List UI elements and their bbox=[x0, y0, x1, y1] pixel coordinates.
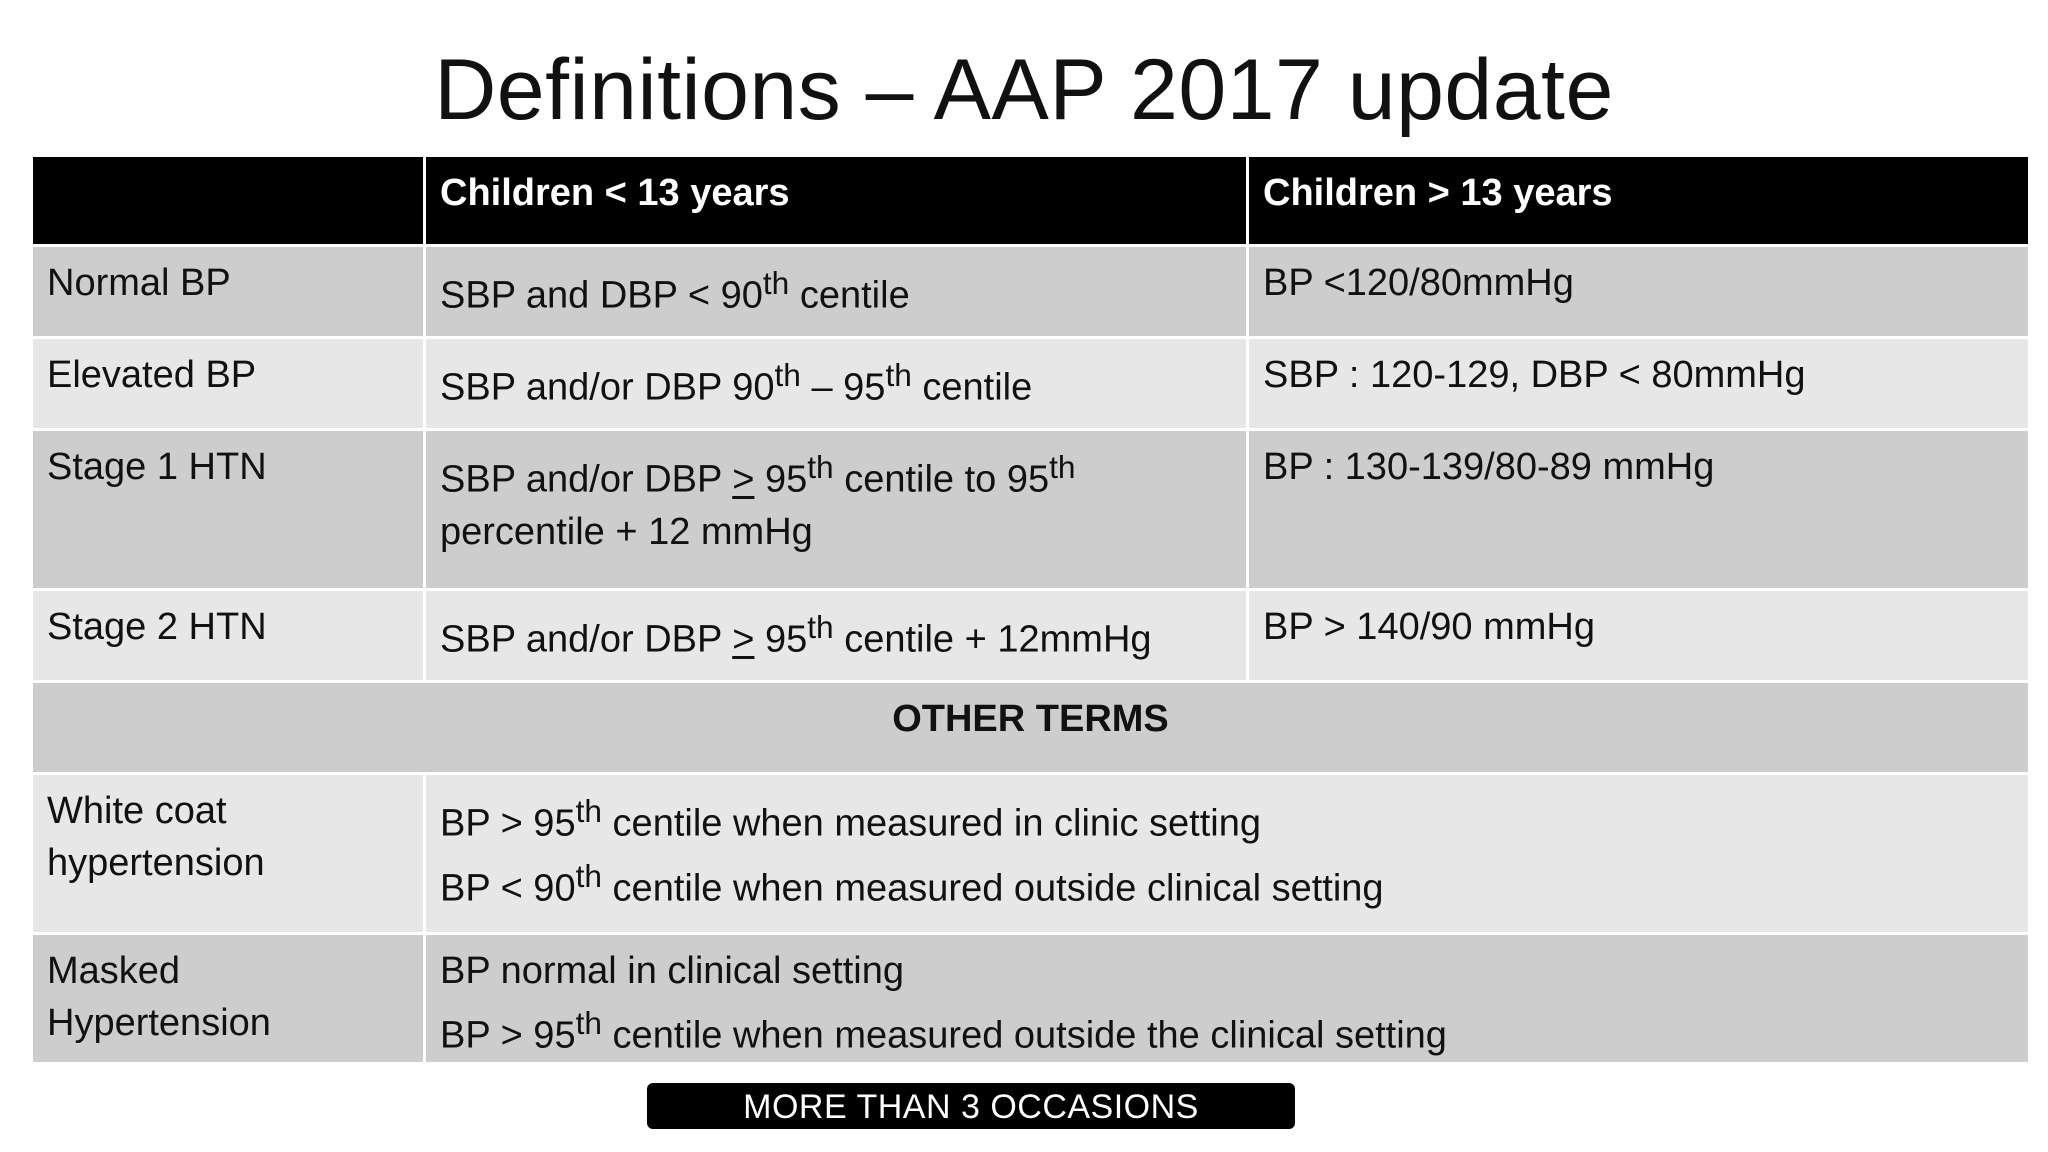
header-children-over-13: Children > 13 years bbox=[1246, 154, 2031, 247]
other-terms-heading: OTHER TERMS bbox=[30, 680, 2031, 775]
more-than-3-occasions-banner: MORE THAN 3 OCCASIONS bbox=[647, 1083, 1295, 1129]
table-header-row: Children < 13 years Children > 13 years bbox=[30, 154, 2031, 247]
row-label: White coat hypertension bbox=[30, 772, 426, 935]
table-row-white-coat: White coat hypertension BP > 95th centile… bbox=[30, 772, 2031, 935]
table-row-stage-1-htn: Stage 1 HTN SBP and/or DBP > 95th centil… bbox=[30, 428, 2031, 591]
table-row-stage-2-htn: Stage 2 HTN SBP and/or DBP > 95th centil… bbox=[30, 588, 2031, 683]
row-label: Stage 2 HTN bbox=[30, 588, 426, 683]
table-row-elevated-bp: Elevated BP SBP and/or DBP 90th – 95th c… bbox=[30, 336, 2031, 431]
row-label: Normal BP bbox=[30, 244, 426, 339]
criteria-over-13: BP : 130-139/80-89 mmHg bbox=[1246, 428, 2031, 591]
header-blank-cell bbox=[30, 154, 426, 247]
criteria-over-13: SBP : 120-129, DBP < 80mmHg bbox=[1246, 336, 2031, 431]
white-coat-definition: BP > 95th centile when measured in clini… bbox=[423, 772, 2031, 935]
criteria-under-13: SBP and/or DBP > 95th centile to 95th per… bbox=[423, 428, 1249, 591]
header-children-under-13: Children < 13 years bbox=[423, 154, 1249, 247]
criteria-over-13: BP <120/80mmHg bbox=[1246, 244, 2031, 339]
table-row-masked: Masked Hypertension BP normal in clinical… bbox=[30, 932, 2031, 1065]
criteria-under-13: SBP and/or DBP 90th – 95th centile bbox=[423, 336, 1249, 431]
table-row-normal-bp: Normal BP SBP and DBP < 90th centile BP … bbox=[30, 244, 2031, 339]
row-label: Masked Hypertension bbox=[30, 932, 426, 1065]
row-label: Stage 1 HTN bbox=[30, 428, 426, 591]
definitions-table: Children < 13 years Children > 13 years … bbox=[30, 154, 2031, 1065]
criteria-under-13: SBP and DBP < 90th centile bbox=[423, 244, 1249, 339]
page-title: Definitions – AAP 2017 update bbox=[434, 42, 1614, 138]
criteria-under-13: SBP and/or DBP > 95th centile + 12mmHg bbox=[423, 588, 1249, 683]
other-terms-header-row: OTHER TERMS bbox=[30, 680, 2031, 775]
masked-definition: BP normal in clinical setting BP > 95th c… bbox=[423, 932, 2031, 1065]
criteria-over-13: BP > 140/90 mmHg bbox=[1246, 588, 2031, 683]
row-label: Elevated BP bbox=[30, 336, 426, 431]
